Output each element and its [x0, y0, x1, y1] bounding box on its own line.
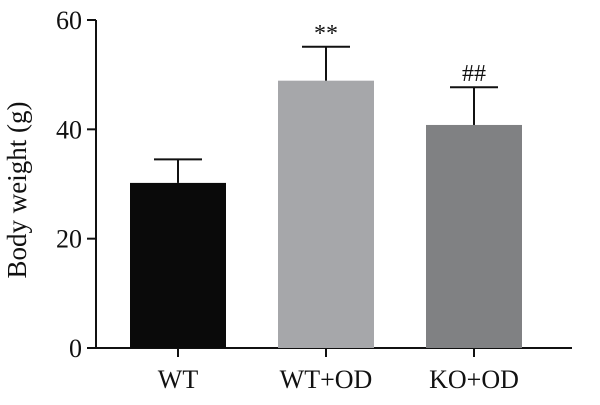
- category-label: KO+OD: [429, 365, 519, 394]
- y-tick-label: 40: [56, 115, 82, 144]
- y-axis-label: Body weight (g): [2, 102, 32, 279]
- y-tick-label: 60: [56, 6, 82, 35]
- significance-marker: ##: [462, 61, 486, 87]
- category-label: WT: [158, 365, 199, 394]
- bar: [426, 124, 522, 349]
- bar: [278, 80, 374, 349]
- y-tick-label: 0: [69, 334, 82, 363]
- category-label: WT+OD: [280, 365, 373, 394]
- bar: [130, 182, 226, 348]
- y-tick-label: 20: [56, 225, 82, 254]
- labels-group: 0 20 40 60 WT ** WT+OD ## KO+OD: [56, 6, 519, 394]
- bars-group: [130, 45, 522, 349]
- significance-marker: **: [314, 21, 338, 47]
